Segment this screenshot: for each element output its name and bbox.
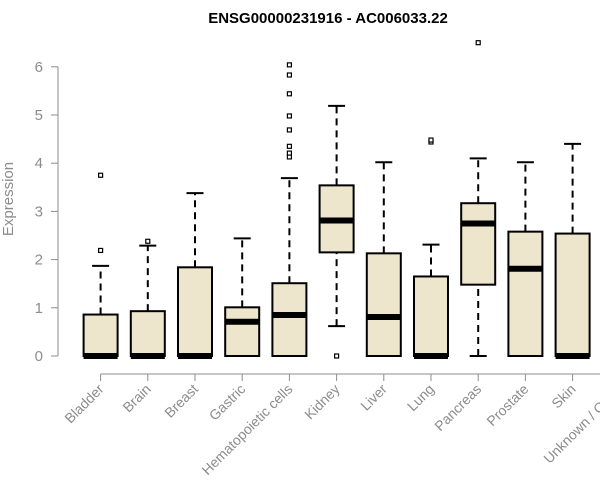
x-tick-label: Breast bbox=[161, 381, 201, 421]
x-tick-label: Skin bbox=[548, 381, 579, 412]
box-group bbox=[413, 137, 449, 359]
outlier-point bbox=[334, 353, 340, 359]
y-axis-label: Expression bbox=[0, 162, 17, 236]
outlier-point bbox=[97, 247, 104, 254]
y-tick-label: 4 bbox=[35, 155, 43, 172]
box-group bbox=[82, 172, 119, 359]
box-group bbox=[554, 142, 591, 359]
x-tick-label: Bladder bbox=[61, 381, 107, 427]
y-axis: 0 1 2 3 4 5 6 bbox=[35, 59, 59, 365]
box-iqr bbox=[82, 313, 119, 358]
box-group bbox=[460, 40, 497, 357]
outlier-point bbox=[428, 137, 434, 143]
box-iqr bbox=[129, 310, 166, 358]
box-group bbox=[365, 161, 402, 357]
box-iqr bbox=[177, 266, 213, 358]
outlier-point bbox=[97, 172, 104, 178]
y-tick-label: 0 bbox=[35, 348, 43, 365]
x-tick-label: Brain bbox=[119, 381, 153, 415]
chart-title: ENSG00000231916 - AC006033.22 bbox=[208, 10, 448, 27]
box-iqr bbox=[554, 232, 591, 358]
x-tick-label: Kidney bbox=[301, 381, 343, 423]
box-group bbox=[271, 62, 308, 357]
outlier-point bbox=[286, 150, 292, 156]
y-tick-label: 1 bbox=[35, 300, 43, 317]
outlier-point bbox=[145, 238, 151, 244]
y-tick-label: 2 bbox=[35, 252, 43, 269]
outlier-point bbox=[286, 72, 292, 78]
x-tick-label: Prostate bbox=[483, 381, 531, 429]
box-iqr bbox=[224, 306, 261, 357]
outlier-point bbox=[475, 40, 481, 46]
y-tick-label: 6 bbox=[35, 59, 43, 76]
box-iqr bbox=[413, 275, 449, 357]
box-group bbox=[318, 104, 355, 359]
x-tick-label: Pancreas bbox=[431, 381, 484, 434]
outlier-point bbox=[286, 127, 292, 133]
box-group bbox=[177, 192, 213, 359]
box-group bbox=[507, 161, 544, 357]
y-tick-label: 3 bbox=[35, 203, 43, 220]
box-iqr bbox=[365, 252, 402, 357]
plot-area bbox=[82, 40, 591, 359]
box-group bbox=[224, 237, 261, 357]
outlier-point bbox=[286, 113, 292, 119]
y-tick-label: 5 bbox=[35, 107, 43, 124]
box-iqr bbox=[507, 230, 544, 357]
outlier-point bbox=[286, 62, 292, 68]
x-tick-label: Hematopoietic cells bbox=[198, 381, 295, 478]
x-tick-label: Gastric bbox=[206, 381, 249, 424]
box-group bbox=[129, 238, 166, 359]
box-iqr bbox=[271, 282, 308, 357]
outlier-point bbox=[286, 143, 292, 149]
box-iqr bbox=[460, 202, 497, 286]
x-tick-label: Lung bbox=[404, 381, 437, 414]
x-tick-label: Liver bbox=[357, 381, 390, 414]
outlier-point bbox=[286, 91, 292, 97]
